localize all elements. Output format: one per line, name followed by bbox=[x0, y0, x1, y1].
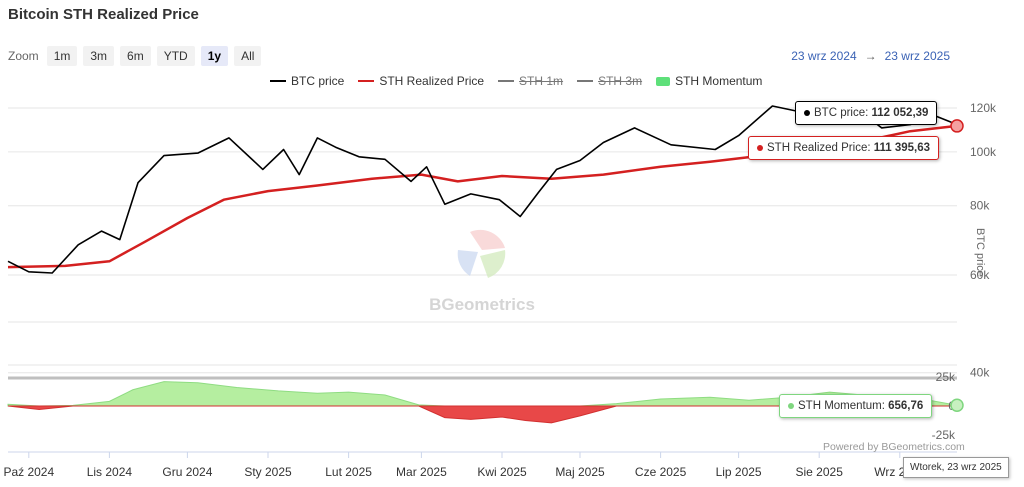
watermark-logo-green bbox=[480, 250, 506, 278]
momentum-tick-label: 25k bbox=[936, 370, 956, 384]
zoom-1y-button[interactable]: 1y bbox=[200, 46, 229, 66]
watermark-text: BGeometrics bbox=[429, 295, 535, 314]
tooltip-btc-price: BTC price: 112 052,39 bbox=[795, 101, 938, 125]
y-tick-label: 40k bbox=[970, 366, 990, 380]
tooltip-btc-value: 112 052,39 bbox=[871, 107, 929, 119]
range-arrow: → bbox=[864, 49, 877, 63]
legend-label: STH 1m bbox=[519, 74, 564, 88]
tooltip-dot bbox=[804, 109, 810, 116]
momentum-tick-label: -25k bbox=[932, 428, 956, 442]
y-tick-label: 100k bbox=[970, 145, 997, 159]
x-tick-label: Lis 2024 bbox=[87, 465, 133, 479]
x-tick-label: Maj 2025 bbox=[555, 465, 605, 479]
tooltip-dot bbox=[757, 144, 763, 151]
legend-swatch bbox=[358, 80, 375, 82]
legend-label: STH Momentum bbox=[675, 74, 763, 88]
tooltip-momentum-label: STH Momentum: bbox=[798, 400, 889, 412]
watermark-logo-red bbox=[470, 229, 505, 250]
legend-item-sth-realized-price[interactable]: STH Realized Price bbox=[358, 74, 484, 88]
legend: BTC price STH Realized Price STH 1m STH … bbox=[270, 74, 762, 88]
tooltip-sth-label: STH Realized Price: bbox=[767, 142, 874, 154]
momentum-endpoint-marker bbox=[950, 398, 964, 412]
y-axis-label: BTC price bbox=[974, 228, 986, 277]
x-tick-label: Cze 2025 bbox=[635, 465, 687, 479]
x-tick-label: Mar 2025 bbox=[396, 465, 447, 479]
legend-swatch bbox=[498, 80, 515, 82]
btc-price-line bbox=[7, 104, 958, 274]
x-tick-label: Paź 2024 bbox=[3, 465, 54, 479]
zoom-label: Zoom bbox=[8, 49, 39, 63]
tooltip-sth-momentum: STH Momentum: 656,76 bbox=[779, 394, 933, 418]
y-tick-label: 80k bbox=[970, 199, 990, 213]
legend-swatch bbox=[270, 80, 286, 82]
date-tooltip: Wtorek, 23 wrz 2025 bbox=[903, 457, 1009, 478]
y-tick-label: 60k bbox=[970, 268, 990, 282]
chart-title: Bitcoin STH Realized Price bbox=[8, 6, 199, 23]
legend-label: BTC price bbox=[291, 74, 345, 88]
tooltip-momentum-value: 656,76 bbox=[888, 400, 924, 412]
zoom-controls: Zoom 1m 3m 6m YTD 1y All bbox=[8, 46, 262, 66]
range-to[interactable]: 23 wrz 2025 bbox=[884, 49, 950, 63]
x-tick-label: Lut 2025 bbox=[325, 465, 372, 479]
tooltip-sth-realized-price: STH Realized Price: 111 395,63 bbox=[748, 136, 940, 160]
legend-item-btc-price[interactable]: BTC price bbox=[270, 74, 344, 88]
tooltip-sth-value: 111 395,63 bbox=[873, 142, 931, 154]
x-tick-label: Gru 2024 bbox=[162, 465, 212, 479]
x-tick-label: Kwi 2025 bbox=[477, 465, 527, 479]
zoom-1m-button[interactable]: 1m bbox=[46, 46, 78, 66]
tooltip-dot bbox=[788, 402, 794, 409]
x-tick-label: Sty 2025 bbox=[244, 465, 292, 479]
zoom-3m-button[interactable]: 3m bbox=[83, 46, 115, 66]
tooltip-btc-label: BTC price: bbox=[814, 107, 872, 119]
range-from[interactable]: 23 wrz 2024 bbox=[791, 49, 857, 63]
zoom-ytd-button[interactable]: YTD bbox=[156, 46, 195, 66]
x-tick-label: Sie 2025 bbox=[796, 465, 844, 479]
powered-by-credit[interactable]: Powered by BGeometrics.com bbox=[823, 441, 965, 453]
legend-label: STH Realized Price bbox=[379, 74, 485, 88]
legend-swatch bbox=[577, 80, 594, 82]
sth-endpoint-marker bbox=[950, 119, 964, 133]
legend-swatch bbox=[656, 76, 671, 86]
legend-item-sth-1m[interactable]: STH 1m bbox=[498, 74, 563, 88]
x-tick-label: Lip 2025 bbox=[716, 465, 762, 479]
legend-item-sth-3m[interactable]: STH 3m bbox=[577, 74, 642, 88]
watermark-logo-blue bbox=[457, 250, 478, 276]
date-range: 23 wrz 2024 → 23 wrz 2025 bbox=[791, 49, 950, 63]
legend-label: STH 3m bbox=[598, 74, 643, 88]
zoom-all-button[interactable]: All bbox=[234, 46, 262, 66]
legend-item-sth-momentum[interactable]: STH Momentum bbox=[656, 74, 762, 88]
y-tick-label: 120k bbox=[970, 101, 997, 115]
zoom-6m-button[interactable]: 6m bbox=[120, 46, 151, 66]
